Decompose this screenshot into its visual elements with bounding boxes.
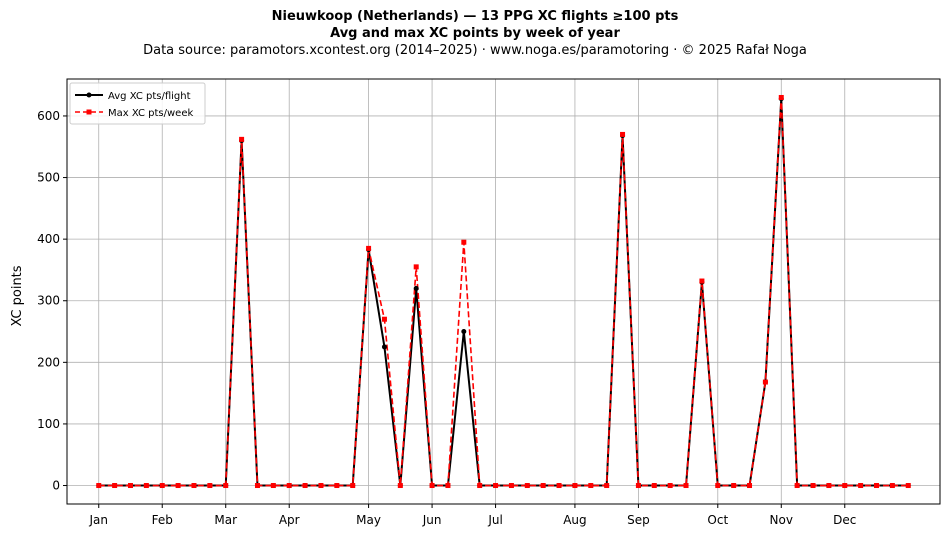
x-tick-label: Aug [563,513,586,527]
max-point [635,483,641,489]
max-point [96,483,102,489]
max-point [683,483,689,489]
max-point [381,316,387,322]
legend: Avg XC pts/flight Max XC pts/week [69,82,206,125]
max-point [318,483,324,489]
max-point [794,483,800,489]
max-point [620,131,626,137]
max-point [159,483,165,489]
x-tick-label: Sep [627,513,650,527]
max-point [143,483,149,489]
max-point [191,483,197,489]
max-point [747,483,753,489]
max-point [112,483,118,489]
y-tick-label: 100 [37,417,60,431]
max-point [762,379,768,385]
x-tick-label: Jun [422,513,442,527]
max-point [334,483,340,489]
chart-title: Nieuwkoop (Netherlands) — 13 PPG XC flig… [271,9,679,24]
legend-avg-marker [86,92,92,98]
max-point [778,94,784,100]
data-source-note: Data source: paramotors.xcontest.org (20… [143,43,807,58]
max-point [874,483,880,489]
max-point [842,483,848,489]
avg-point [381,344,387,350]
series-layer [96,94,911,489]
max-point [302,483,308,489]
max-point [651,483,657,489]
legend-max-label: Max XC pts/week [108,108,193,119]
chart-titles: Nieuwkoop (Netherlands) — 13 PPG XC flig… [0,8,950,59]
y-tick-label: 600 [37,109,60,123]
y-tick-label: 300 [37,294,60,308]
legend-avg-label: Avg XC pts/flight [108,91,191,102]
max-point [905,483,911,489]
max-point [699,278,705,284]
max-series-line [98,96,909,487]
plot-frame [66,78,941,505]
max-point [461,239,467,245]
max-point [350,483,356,489]
max-point [826,483,832,489]
x-tick-label: Jul [487,513,502,527]
max-point [667,483,673,489]
avg-point [413,285,419,291]
y-tick-label: 200 [37,355,60,369]
max-point [239,136,245,142]
y-axis-label: XC points [10,265,25,326]
x-tick-label: Jan [88,513,108,527]
max-point [556,483,562,489]
max-point [731,483,737,489]
max-point [508,483,514,489]
x-tick-label: Dec [833,513,856,527]
x-tick-label: Oct [707,513,728,527]
x-tick-label: Nov [770,513,793,527]
max-point [477,483,483,489]
y-tick-label: 400 [37,232,60,246]
grid-layer [67,79,940,504]
legend-max-marker [86,109,92,115]
max-point [270,483,276,489]
x-tick-label: Feb [152,513,173,527]
chart-subtitle: Avg and max XC points by week of year [330,26,620,41]
max-point [397,483,403,489]
max-point [207,483,213,489]
max-point [254,483,260,489]
max-point [810,483,816,489]
y-tick-label: 0 [52,479,60,493]
y-tick-label: 500 [37,171,60,185]
x-tick-label: May [356,513,381,527]
max-point [540,483,546,489]
max-point [858,483,864,489]
max-point [127,483,133,489]
avg-point [461,329,467,335]
max-point [366,245,372,251]
max-point [175,483,181,489]
max-point [223,483,229,489]
max-point [715,483,721,489]
max-point [413,264,419,270]
max-point [493,483,499,489]
max-point [429,483,435,489]
max-point [588,483,594,489]
max-point [286,483,292,489]
x-tick-label: Mar [214,513,237,527]
max-point [889,483,895,489]
axis-layer: 0 100 200 300 400 500 600 Jan Feb Mar Apr May Jun Jul… [37,109,856,527]
avg-series-line [98,97,909,487]
max-point [524,483,530,489]
max-point [445,483,451,489]
max-point [604,483,610,489]
legend-frame [69,82,206,125]
x-tick-label: Apr [279,513,300,527]
max-point [572,483,578,489]
